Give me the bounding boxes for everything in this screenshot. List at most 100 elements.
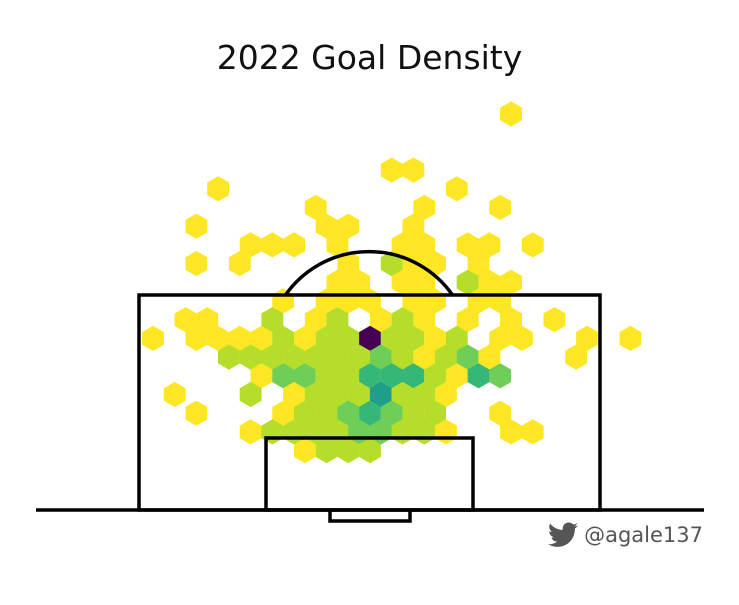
hex-bin — [391, 232, 414, 258]
hex-bin — [196, 307, 219, 333]
hex-bin — [413, 381, 436, 408]
pitch-lines — [36, 249, 704, 523]
hex-bin — [391, 269, 414, 295]
penalty-arc — [284, 249, 454, 297]
hex-bin — [228, 251, 251, 277]
hex-bin — [619, 325, 642, 351]
hex-bin — [294, 325, 316, 351]
hex-bin — [337, 251, 360, 277]
hex-bin — [261, 307, 284, 333]
hex-bin — [294, 438, 316, 464]
hex-bin — [424, 400, 446, 426]
hex-bin — [337, 400, 360, 426]
hex-bin — [489, 194, 512, 221]
hexbin-layer — [142, 101, 642, 464]
hex-bin — [380, 157, 403, 183]
hex-bin — [521, 232, 544, 258]
hex-bin — [294, 400, 316, 426]
hex-bin — [413, 307, 436, 333]
hex-bin — [348, 269, 371, 295]
hex-bin — [500, 269, 522, 295]
hex-bin — [326, 232, 349, 258]
hex-bin — [413, 232, 436, 258]
hex-bin — [272, 363, 295, 389]
hex-bin — [337, 438, 360, 464]
hex-bin — [359, 438, 381, 464]
goal — [328, 510, 412, 523]
hex-bin — [218, 344, 240, 370]
hex-bin — [500, 101, 522, 127]
hex-bin — [478, 269, 501, 295]
credit: @agale137 — [548, 522, 703, 548]
hex-bin — [304, 381, 327, 408]
chart-title: 2022 Goal Density — [216, 38, 523, 77]
hex-bin — [142, 325, 164, 351]
hex-bin — [359, 363, 381, 389]
hex-bin — [413, 344, 436, 370]
hex-bin — [489, 363, 512, 389]
hex-bin — [369, 344, 392, 370]
hex-bin — [391, 344, 414, 370]
hex-bin — [304, 344, 327, 370]
hex-bin — [380, 325, 403, 351]
hex-bin — [337, 213, 360, 239]
hex-bin — [467, 251, 490, 277]
hex-bin — [326, 307, 349, 333]
hex-bin — [337, 325, 360, 351]
hex-bin — [445, 325, 468, 351]
twitter-bird-icon — [548, 522, 579, 547]
hex-bin — [315, 213, 338, 239]
hex-bin — [402, 400, 425, 426]
hex-bin — [239, 419, 262, 445]
hex-bin — [359, 325, 381, 351]
hex-bin — [467, 363, 490, 389]
hex-bin — [326, 344, 349, 370]
hex-bin — [413, 269, 436, 295]
hex-bin — [380, 363, 403, 389]
hex-bin — [359, 400, 381, 426]
hex-bin — [185, 400, 208, 426]
hex-bin — [348, 381, 371, 408]
hex-bin — [250, 363, 273, 389]
hex-bin — [207, 325, 229, 351]
hex-bin — [478, 232, 501, 258]
hex-bin — [543, 307, 566, 333]
hex-bin — [456, 232, 479, 258]
hex-bin — [174, 307, 197, 333]
hex-bin — [576, 325, 598, 351]
hex-bin — [402, 363, 425, 389]
hex-bin — [413, 194, 436, 221]
hex-bin — [489, 400, 512, 426]
hex-bin — [272, 325, 295, 351]
hex-bin — [261, 344, 284, 370]
hex-bin — [315, 400, 338, 426]
hex-bin — [185, 213, 208, 239]
hex-bin — [283, 232, 305, 258]
hex-bin — [239, 381, 262, 408]
hex-bin — [185, 325, 208, 351]
hex-bin — [239, 232, 262, 258]
hex-bin — [489, 325, 512, 351]
hex-bin — [456, 344, 479, 370]
hex-bin — [402, 213, 425, 239]
hex-bin — [500, 419, 522, 445]
hex-bin — [391, 307, 414, 333]
hex-bin — [391, 381, 414, 408]
hex-bin — [445, 176, 468, 202]
hex-bin — [369, 307, 392, 333]
hex-bin — [456, 269, 479, 295]
hex-bin — [326, 269, 349, 295]
hex-bin — [207, 176, 229, 202]
hex-bin — [445, 363, 468, 389]
hex-bin — [337, 363, 360, 389]
hex-bin — [435, 381, 457, 408]
hex-bin — [521, 419, 544, 445]
hex-bin — [380, 400, 403, 426]
hex-bin — [315, 363, 338, 389]
hex-bin — [185, 251, 208, 277]
hex-bin — [250, 325, 273, 351]
hex-bin — [315, 438, 338, 464]
hex-bin — [424, 325, 446, 351]
hex-bin — [261, 232, 284, 258]
